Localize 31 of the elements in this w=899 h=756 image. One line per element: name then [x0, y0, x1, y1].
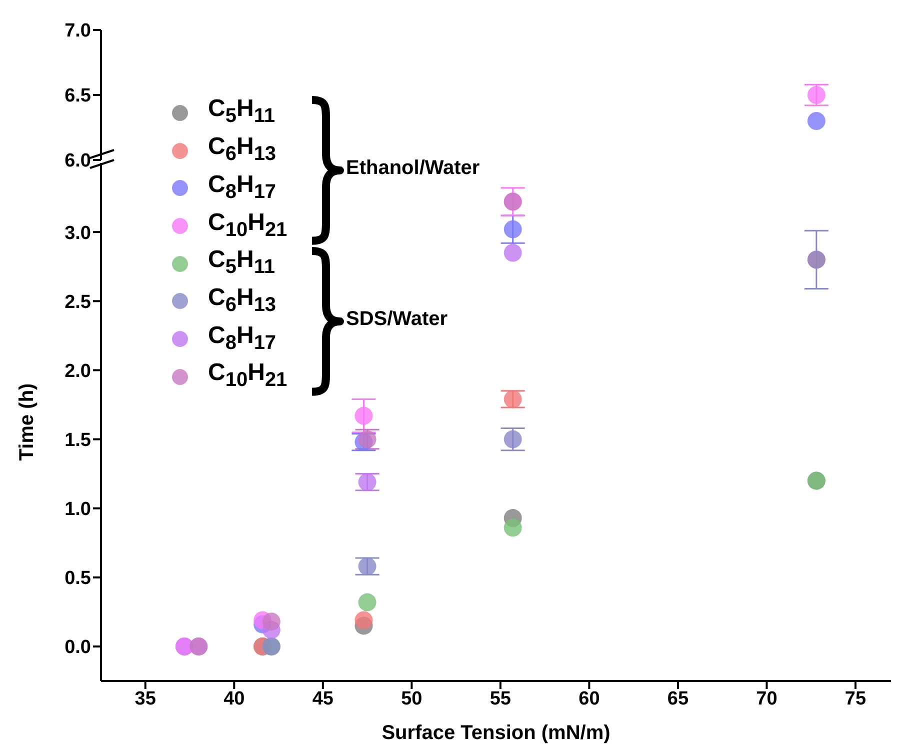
x-tick-label: 70 — [756, 688, 778, 710]
y-tick-label: 2.0 — [64, 360, 91, 382]
y-tick-label: 1.5 — [64, 430, 92, 452]
annotation: Ethanol/Water — [346, 157, 480, 180]
x-tick-label: 35 — [134, 688, 156, 710]
x-tick-label: 40 — [224, 688, 245, 710]
annotation: SDS/Water — [346, 308, 448, 332]
y-tick-label: 2.5 — [64, 292, 92, 313]
legend-label: C$_{8}$H$_{17}$ — [208, 320, 276, 358]
y-tick-label: 6.5 — [64, 86, 92, 107]
x-tick-label: 65 — [667, 688, 689, 710]
x-tick-label: 45 — [312, 688, 334, 710]
x-tick-label: 60 — [578, 688, 600, 710]
legend-label: C$_{5}$H$_{11}$ — [208, 94, 275, 132]
x-tick-label: 55 — [490, 688, 512, 710]
legend-label: C$_{10}$H$_{21}$ — [208, 208, 288, 244]
x-axis-title: Surface Tension (mN/m) — [382, 722, 610, 744]
legend-label: C$_{10}$H$_{21}$ — [208, 358, 288, 396]
y-tick-label: 6.0 — [64, 150, 91, 172]
y-tick-label: 1.0 — [64, 499, 91, 520]
y-tick-label: 0.5 — [64, 568, 92, 590]
x-tick-label: 50 — [401, 688, 422, 710]
x-tick-label: 75 — [844, 688, 866, 710]
legend-label: C$_{6}$H$_{13}$ — [208, 282, 276, 320]
y-tick-label: 0.0 — [64, 637, 91, 658]
y-axis-title: Time (h) — [16, 383, 38, 461]
y-tick-label: 7.0 — [64, 20, 91, 42]
y-tick-label: 3.0 — [64, 222, 91, 244]
legend-label: C$_{5}$H$_{11}$ — [208, 245, 275, 282]
legend-label: C$_{6}$H$_{13}$ — [208, 132, 276, 169]
legend-label: C$_{8}$H$_{17}$ — [208, 170, 276, 207]
